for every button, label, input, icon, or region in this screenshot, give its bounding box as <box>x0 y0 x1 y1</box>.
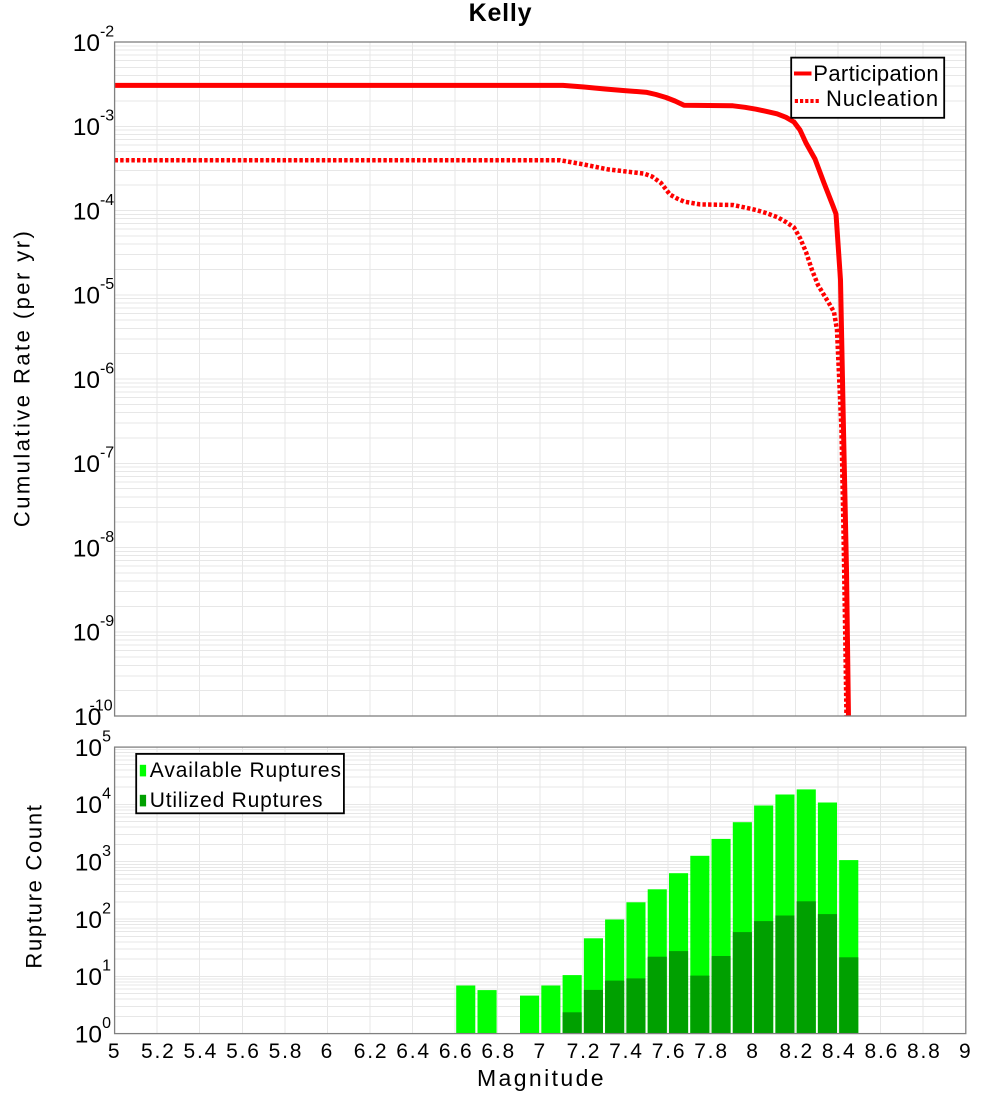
svg-text:8.2: 8.2 <box>779 1040 814 1063</box>
svg-text:7.8: 7.8 <box>694 1040 729 1063</box>
svg-text:5.6: 5.6 <box>226 1040 261 1063</box>
svg-text:6.8: 6.8 <box>481 1040 516 1063</box>
svg-text:103: 103 <box>75 843 111 877</box>
svg-text:Participation: Participation <box>813 61 939 86</box>
svg-text:-10: -10 <box>90 697 113 714</box>
svg-text:Utilized Ruptures: Utilized Ruptures <box>150 789 323 812</box>
svg-text:10: 10 <box>74 704 101 731</box>
svg-text:8.4: 8.4 <box>822 1040 857 1063</box>
svg-text:5.4: 5.4 <box>184 1040 219 1063</box>
svg-text:9: 9 <box>959 1040 972 1063</box>
svg-text:7.2: 7.2 <box>567 1040 602 1063</box>
svg-text:5.8: 5.8 <box>269 1040 304 1063</box>
svg-text:8.6: 8.6 <box>865 1040 900 1063</box>
svg-text:7.6: 7.6 <box>652 1040 687 1063</box>
svg-text:5.2: 5.2 <box>141 1040 176 1063</box>
svg-text:Magnitude: Magnitude <box>477 1065 606 1091</box>
svg-text:6.2: 6.2 <box>354 1040 389 1063</box>
svg-text:Cumulative Rate (per yr): Cumulative Rate (per yr) <box>10 229 35 527</box>
svg-text:101: 101 <box>75 958 111 992</box>
svg-text:Available Ruptures: Available Ruptures <box>150 759 342 782</box>
svg-text:10-6: 10-6 <box>73 360 115 394</box>
svg-text:6: 6 <box>321 1040 334 1063</box>
svg-text:7: 7 <box>533 1040 546 1063</box>
svg-text:8.8: 8.8 <box>907 1040 942 1063</box>
svg-text:7.4: 7.4 <box>609 1040 644 1063</box>
svg-text:Rupture Count: Rupture Count <box>22 803 47 968</box>
svg-text:8: 8 <box>746 1040 759 1063</box>
svg-text:6.6: 6.6 <box>439 1040 474 1063</box>
svg-text:6.4: 6.4 <box>396 1040 431 1063</box>
svg-text:Kelly: Kelly <box>469 0 533 27</box>
svg-text:Nucleation: Nucleation <box>826 86 939 111</box>
svg-text:5: 5 <box>108 1040 121 1063</box>
